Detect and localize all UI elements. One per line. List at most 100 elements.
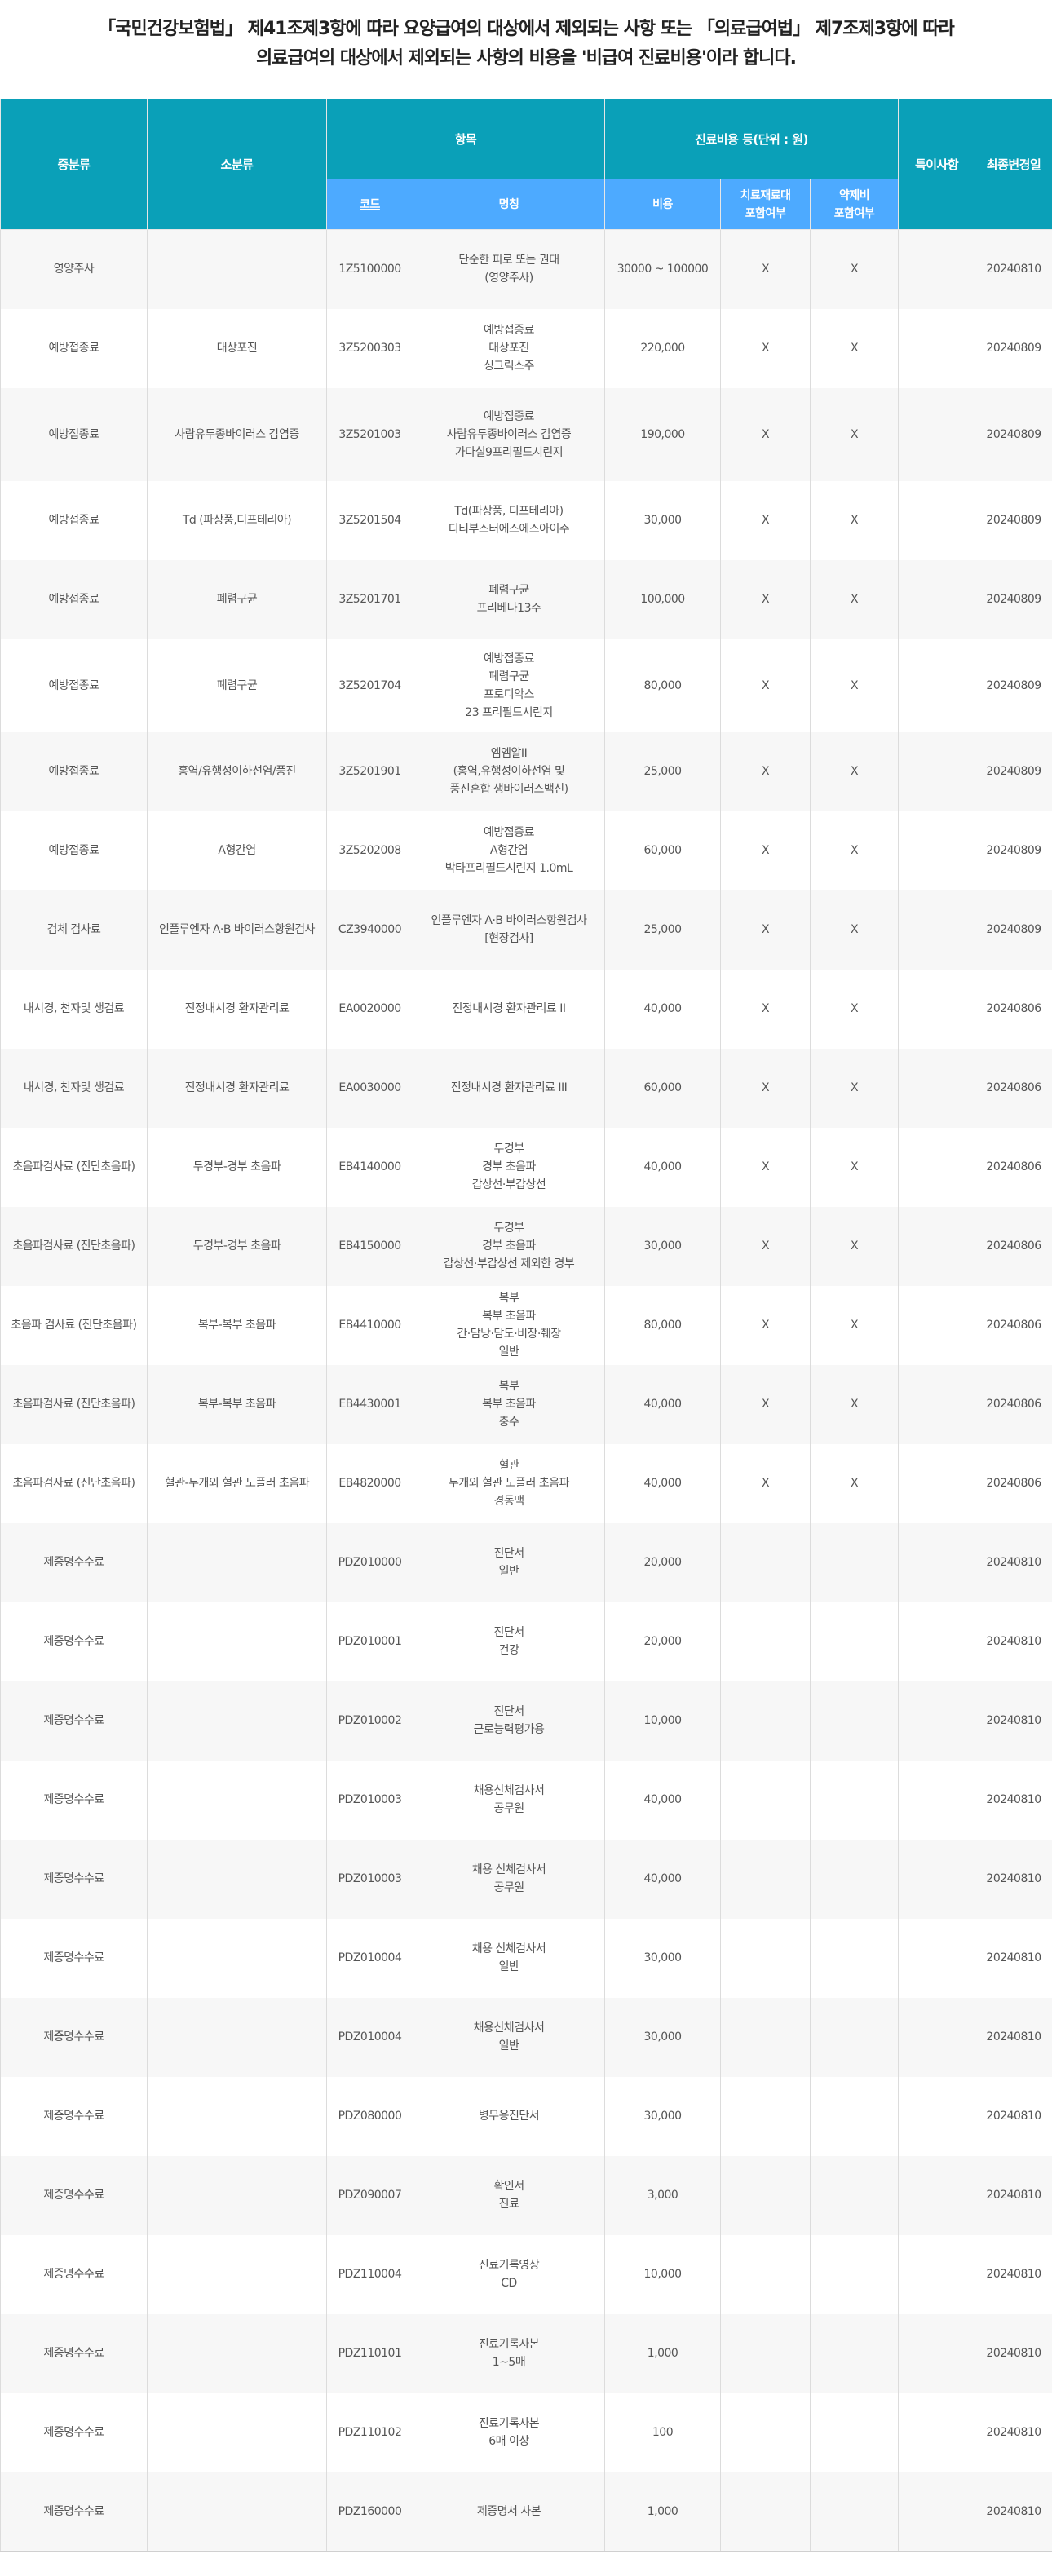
name-line: 채용 신체검사서 — [471, 1863, 546, 1876]
code-cell: EB4140000 — [326, 1127, 413, 1207]
code-cell: PDZ090007 — [326, 2155, 413, 2235]
name-line: 일반 — [498, 1565, 519, 1578]
name-line: 복부 초음파 — [482, 1310, 536, 1323]
code-cell: EA0030000 — [326, 1048, 413, 1128]
table-row: 예방접종료 Td (파상풍,디프테리아) 3Z5201504 Td(파상풍, 디프테리… — [0, 480, 1052, 560]
notes-cell — [898, 2472, 976, 2552]
cost-cell: 80,000 — [604, 638, 722, 732]
notes-cell — [898, 1918, 976, 1998]
last-modified-cell: 20240806 — [975, 969, 1052, 1049]
material-included-cell — [720, 1760, 811, 1840]
name-line: 진정내시경 환자관리료 III — [450, 1081, 568, 1094]
table-row: 초음파검사료 (진단초음파) 복부-복부 초음파 EB4430001 복부 복부 초음파… — [0, 1364, 1052, 1444]
name-line: 건강 — [498, 1644, 519, 1657]
code-cell: 3Z5200303 — [326, 308, 413, 388]
mid-category-cell: 예방접종료 — [0, 559, 148, 639]
code-cell: 3Z5201901 — [326, 731, 413, 811]
name-line: 싱그릭스주 — [484, 360, 534, 373]
mid-category-cell: 예방접종료 — [0, 480, 148, 560]
code-cell: 3Z5202008 — [326, 811, 413, 890]
last-modified-cell: 20240810 — [975, 1760, 1052, 1840]
drug-included-cell — [810, 2472, 900, 2552]
table-row: 예방접종료 대상포진 3Z5200303 예방접종료 대상포진 싱그릭스주 220,000 X… — [0, 308, 1052, 388]
name-cell: Td(파상풍, 디프테리아) 디티부스터에스에스아이주 — [412, 480, 606, 560]
notes-cell — [898, 1681, 976, 1761]
sub-category-cell — [147, 2472, 327, 2552]
header-cost: 비용 — [604, 179, 722, 230]
mid-category-cell: 제증명수수료 — [0, 2472, 148, 2552]
header-name: 명칭 — [412, 179, 606, 230]
name-line: 채용 신체검사서 — [471, 1942, 546, 1955]
last-modified-cell: 20240810 — [975, 2313, 1052, 2393]
header-code[interactable]: 코드 — [326, 179, 413, 230]
name-line: 일반 — [498, 2039, 519, 2052]
name-line: 폐렴구균 — [488, 669, 529, 683]
name-cell: 진료기록영상 CD — [412, 2234, 606, 2314]
sub-category-cell — [147, 1602, 327, 1681]
last-modified-cell: 20240809 — [975, 480, 1052, 560]
last-modified-cell: 20240810 — [975, 2155, 1052, 2235]
intro-text: 「국민건강보험법」 제41조제3항에 따라 요양급여의 대상에서 제외되는 사항… — [0, 0, 1052, 99]
name-line: 갑상선·부갑상선 제외한 경부 — [443, 1257, 575, 1270]
name-line: 엠엠알II — [490, 747, 528, 760]
notes-cell — [898, 1602, 976, 1681]
name-cell: 예방접종료 폐렴구균 프로디악스 23 프리필드시린지 — [412, 638, 606, 732]
mid-category-cell: 제증명수수료 — [0, 2076, 148, 2156]
code-cell: PDZ160000 — [326, 2472, 413, 2552]
code-cell: PDZ010003 — [326, 1760, 413, 1840]
cost-cell: 25,000 — [604, 731, 722, 811]
sub-category-cell — [147, 2076, 327, 2156]
name-cell: 복부 복부 초음파 간·담낭·담도·비장·췌장 일반 — [412, 1285, 606, 1365]
header-sub-category: 소분류 — [147, 99, 327, 230]
mid-category-cell: 예방접종료 — [0, 731, 148, 811]
last-modified-cell: 20240809 — [975, 559, 1052, 639]
drug-included-cell — [810, 1681, 900, 1761]
table-row: 제증명수수료 PDZ010002 진단서 근로능력평가용 10,000 20240810 — [0, 1681, 1052, 1761]
material-included-cell: X — [720, 1127, 811, 1207]
cost-cell: 30,000 — [604, 2076, 722, 2156]
notes-cell — [898, 811, 976, 890]
header-drug-line: 약제비 — [838, 188, 870, 202]
code-cell: PDZ110004 — [326, 2234, 413, 2314]
drug-included-cell: X — [810, 1127, 900, 1207]
drug-included-cell: X — [810, 1443, 900, 1523]
cost-cell: 1,000 — [604, 2313, 722, 2393]
name-line: 두경부 — [493, 1222, 524, 1235]
name-line: 간·담낭·담도·비장·췌장 — [457, 1328, 561, 1341]
notes-cell — [898, 1206, 976, 1286]
code-cell: CZ3940000 — [326, 890, 413, 970]
name-cell: 진정내시경 환자관리료 II — [412, 969, 606, 1049]
material-included-cell — [720, 2076, 811, 2156]
mid-category-cell: 제증명수수료 — [0, 2393, 148, 2472]
name-cell: 단순한 피로 또는 권태 (영양주사) — [412, 229, 606, 309]
name-line: 제증명서 사본 — [476, 2504, 541, 2518]
table-row: 내시경, 천자및 생검료 진정내시경 환자관리료 EA0030000 진정내시경 환자… — [0, 1048, 1052, 1128]
code-cell: EB4430001 — [326, 1364, 413, 1444]
mid-category-cell: 제증명수수료 — [0, 1602, 148, 1681]
name-line: 가다실9프리필드시린지 — [454, 445, 564, 459]
drug-included-cell — [810, 2076, 900, 2156]
name-line: 프로디악스 — [484, 687, 534, 701]
non-covered-fee-table: 중분류 소분류 항목 진료비용 등(단위 : 원) 특이사항 최종변경일 코드 … — [0, 99, 1052, 2552]
sub-category-cell: 홍역/유행성이하선염/풍진 — [147, 731, 327, 811]
name-line: 공무원 — [493, 1881, 524, 1894]
name-line: 공무원 — [493, 1802, 524, 1815]
material-included-cell: X — [720, 480, 811, 560]
last-modified-cell: 20240810 — [975, 1681, 1052, 1761]
cost-cell: 25,000 — [604, 890, 722, 970]
material-included-cell: X — [720, 1364, 811, 1444]
table-row: 제증명수수료 PDZ010001 진단서 건강 20,000 20240810 — [0, 1602, 1052, 1681]
mid-category-cell: 초음파검사료 (진단초음파) — [0, 1127, 148, 1207]
sub-category-cell — [147, 2393, 327, 2472]
material-included-cell: X — [720, 890, 811, 970]
code-cell: 1Z5100000 — [326, 229, 413, 309]
last-modified-cell: 20240810 — [975, 2076, 1052, 2156]
drug-included-cell: X — [810, 308, 900, 388]
drug-included-cell — [810, 1602, 900, 1681]
last-modified-cell: 20240806 — [975, 1206, 1052, 1286]
last-modified-cell: 20240810 — [975, 1522, 1052, 1602]
sub-category-cell: Td (파상풍,디프테리아) — [147, 480, 327, 560]
material-included-cell: X — [720, 811, 811, 890]
name-line: 갑상선·부갑상선 — [471, 1178, 546, 1191]
